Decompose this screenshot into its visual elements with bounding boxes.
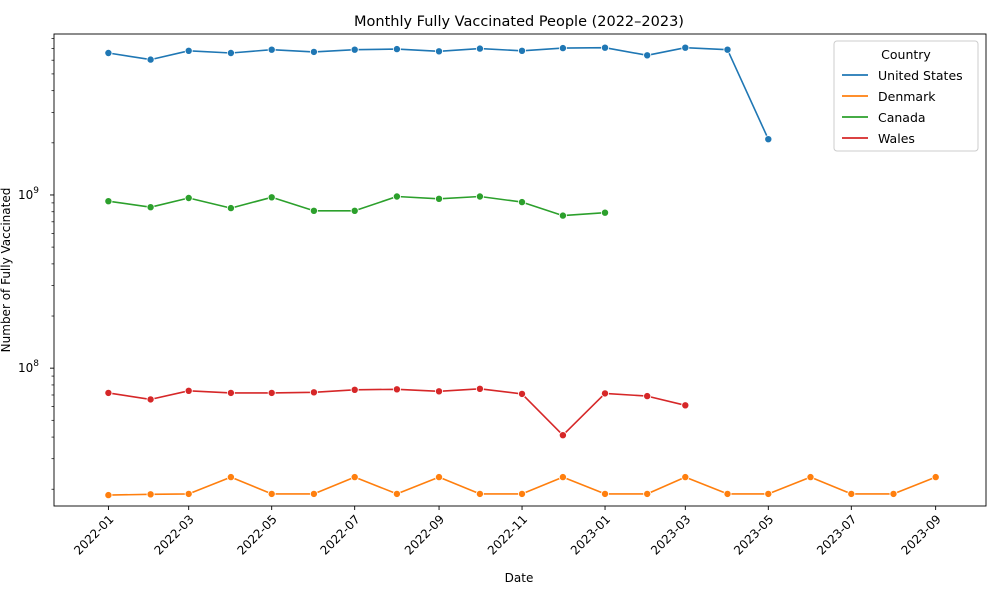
data-point — [681, 43, 690, 52]
data-point — [267, 489, 276, 498]
data-point — [226, 388, 235, 397]
data-point — [226, 204, 235, 213]
data-point — [392, 192, 401, 201]
data-point — [643, 51, 652, 60]
data-point — [309, 206, 318, 215]
data-point — [889, 489, 898, 498]
data-point — [309, 47, 318, 56]
data-point — [847, 489, 856, 498]
y-tick-label: 108 — [18, 359, 39, 375]
data-point — [558, 473, 567, 482]
legend-item: United States — [842, 68, 963, 83]
y-axis: 108 109 — [18, 38, 54, 490]
legend-label: Wales — [878, 131, 915, 146]
data-point — [104, 49, 113, 58]
x-axis-title: Date — [505, 571, 534, 585]
data-point — [806, 473, 815, 482]
data-point — [601, 489, 610, 498]
data-point — [681, 473, 690, 482]
data-point — [601, 43, 610, 52]
data-point — [475, 489, 484, 498]
series-canada — [104, 192, 610, 220]
data-point — [723, 489, 732, 498]
data-point — [558, 44, 567, 53]
legend-title: Country — [881, 47, 931, 62]
data-point — [184, 489, 193, 498]
data-point — [226, 473, 235, 482]
plot-area — [104, 43, 940, 500]
data-point — [475, 384, 484, 393]
legend-label: United States — [878, 68, 963, 83]
data-point — [104, 197, 113, 206]
data-point — [434, 473, 443, 482]
data-point — [184, 386, 193, 395]
data-point — [392, 489, 401, 498]
data-point — [434, 47, 443, 56]
data-point — [267, 388, 276, 397]
series-denmark — [104, 473, 940, 500]
data-point — [681, 401, 690, 410]
series-united-states — [104, 43, 773, 144]
data-point — [350, 45, 359, 54]
data-point — [518, 198, 527, 207]
data-point — [475, 44, 484, 53]
data-point — [392, 385, 401, 394]
data-point — [146, 55, 155, 64]
data-point — [309, 388, 318, 397]
chart-title: Monthly Fully Vaccinated People (2022–20… — [354, 14, 684, 30]
data-point — [643, 489, 652, 498]
data-point — [104, 388, 113, 397]
data-point — [723, 45, 732, 54]
legend-item: Canada — [842, 110, 926, 125]
legend-label: Canada — [878, 110, 926, 125]
data-point — [392, 45, 401, 54]
data-point — [309, 489, 318, 498]
data-point — [475, 192, 484, 201]
data-point — [350, 206, 359, 215]
data-point — [350, 473, 359, 482]
data-point — [434, 387, 443, 396]
data-point — [226, 49, 235, 58]
data-point — [146, 203, 155, 212]
data-point — [434, 194, 443, 203]
data-point — [267, 193, 276, 202]
data-point — [601, 389, 610, 398]
data-point — [146, 490, 155, 499]
legend-box — [833, 40, 979, 152]
data-point — [764, 135, 773, 144]
y-axis-title: Number of Fully Vaccinated — [0, 188, 13, 353]
legend-items: United States Denmark Canada Wales — [842, 68, 963, 146]
data-point — [643, 392, 652, 401]
legend-label: Denmark — [878, 89, 936, 104]
axes-frame — [53, 33, 987, 507]
data-point — [146, 395, 155, 404]
data-point — [104, 491, 113, 500]
series-wales — [104, 384, 690, 440]
data-point — [558, 431, 567, 440]
legend-item: Denmark — [842, 89, 936, 104]
data-point — [267, 45, 276, 54]
data-point — [184, 193, 193, 202]
data-point — [518, 46, 527, 55]
data-point — [350, 385, 359, 394]
y-tick-label: 109 — [18, 186, 39, 202]
data-point — [931, 473, 940, 482]
data-point — [184, 46, 193, 55]
data-point — [764, 489, 773, 498]
data-point — [601, 208, 610, 217]
data-point — [558, 211, 567, 220]
legend: Country United States Denmark Canada Wales — [833, 40, 979, 152]
legend-item: Wales — [842, 131, 915, 146]
data-point — [518, 389, 527, 398]
data-point — [518, 489, 527, 498]
